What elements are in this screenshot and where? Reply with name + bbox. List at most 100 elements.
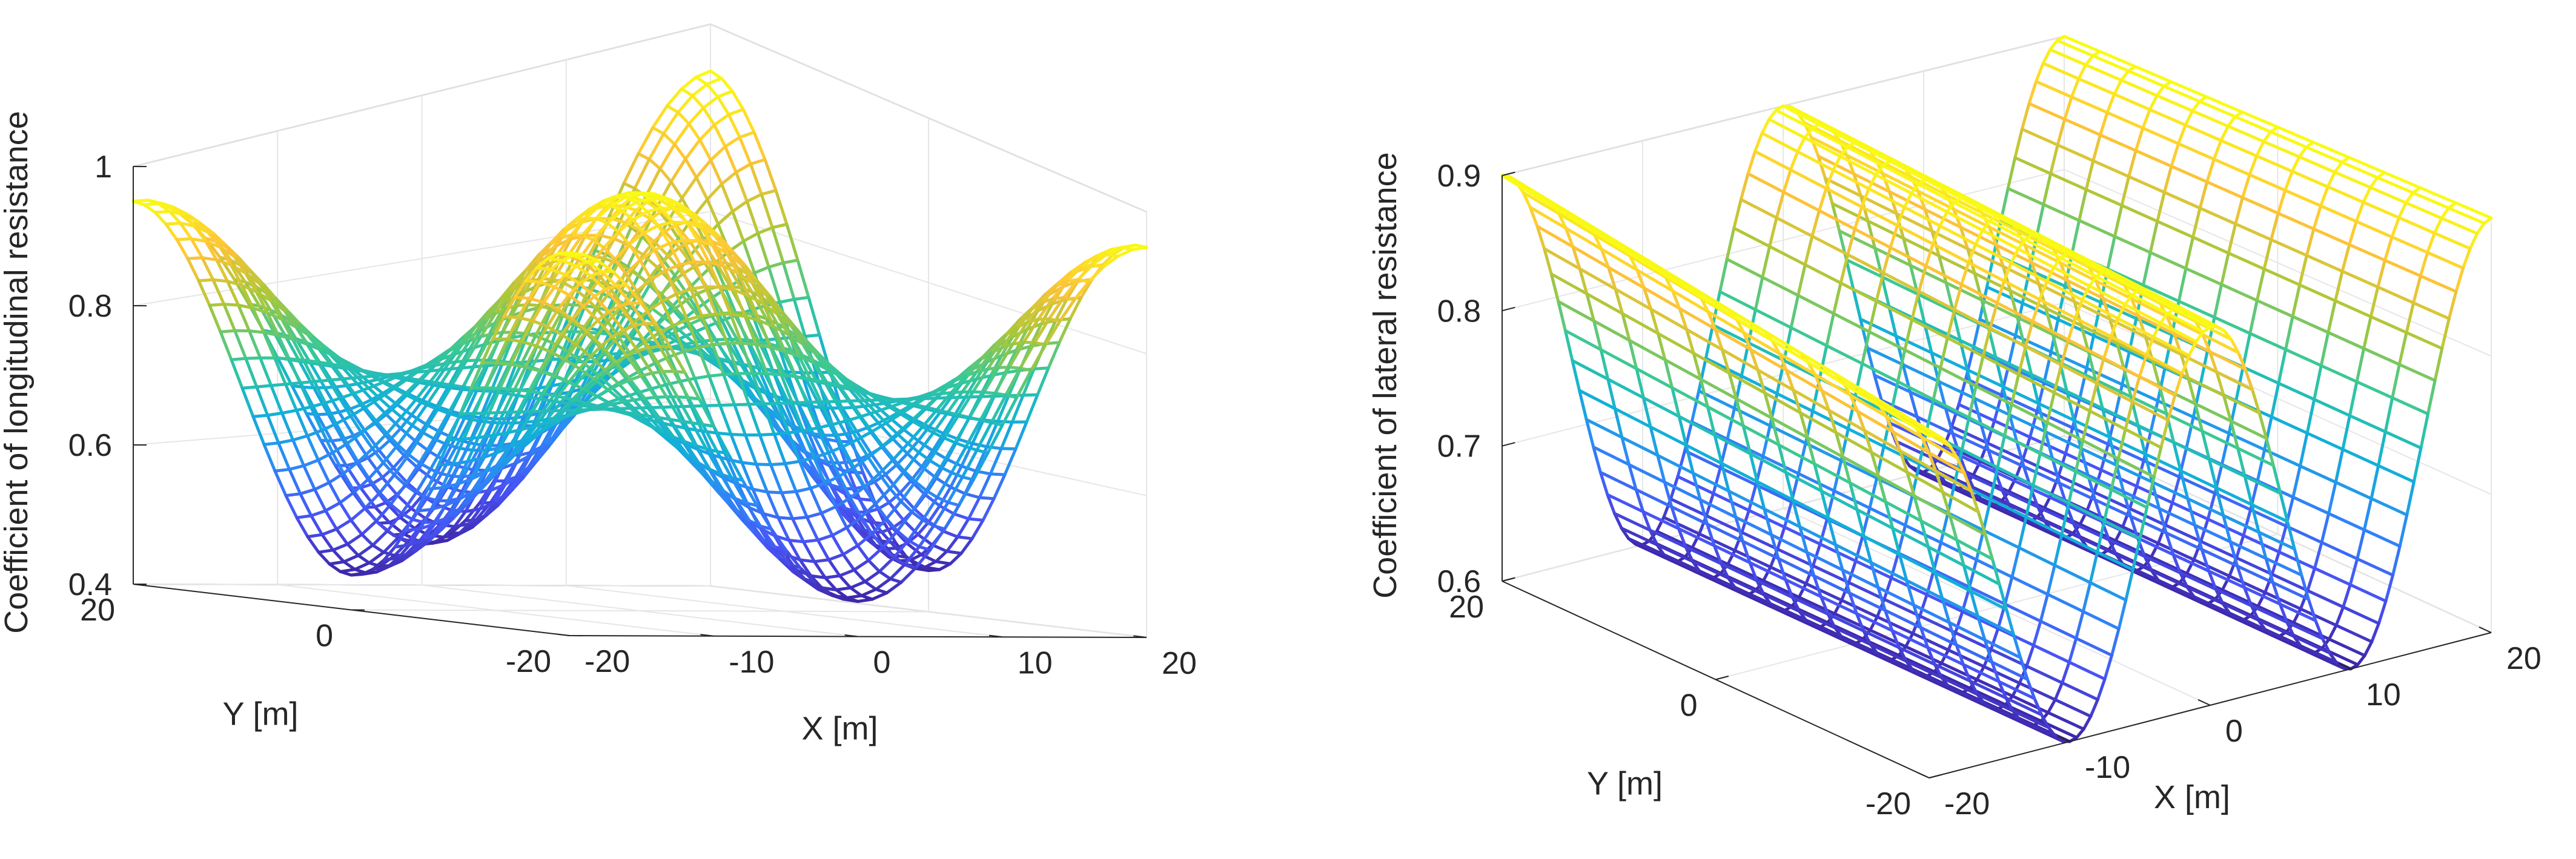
surface-mesh-segment [1889, 223, 1899, 249]
surface-mesh-segment [848, 399, 863, 418]
surface-mesh-segment [918, 545, 932, 551]
surface-mesh-segment [2115, 341, 2126, 371]
surface-mesh-segment [943, 504, 961, 531]
surface-mesh-segment [277, 441, 291, 471]
surface-mesh-segment [935, 476, 952, 489]
surface-mesh-segment [2155, 94, 2194, 113]
surface-mesh-segment [622, 152, 640, 185]
surface-mesh-segment [1692, 352, 1703, 381]
surface-mesh-segment [1698, 498, 1738, 519]
surface-mesh-segment [2038, 280, 2048, 301]
surface-mesh-segment [921, 425, 935, 435]
surface-mesh-segment [1958, 453, 1997, 474]
surface-mesh-segment [709, 145, 727, 162]
surface-mesh-segment [678, 263, 693, 291]
surface-mesh-segment [363, 397, 382, 409]
surface-mesh-segment [418, 461, 432, 471]
surface-mesh-segment [1967, 243, 1978, 265]
surface-mesh-segment [2088, 275, 2098, 288]
surface-mesh-segment [1909, 390, 1919, 419]
surface-mesh-segment [903, 545, 921, 566]
surface-mesh-segment [592, 377, 611, 392]
surface-mesh-segment [492, 482, 507, 504]
surface-mesh-segment [740, 341, 754, 375]
surface-mesh-segment [403, 461, 422, 487]
surface-mesh-segment [2016, 247, 2056, 269]
surface-mesh-segment [2136, 424, 2147, 456]
surface-mesh-segment [2141, 108, 2151, 130]
surface-mesh-segment [603, 288, 621, 308]
surface-mesh-segment [1866, 346, 1905, 366]
surface-mesh-segment [2002, 215, 2041, 237]
surface-mesh-segment [273, 469, 288, 498]
surface-mesh-segment [706, 197, 720, 226]
surface-mesh-segment [2327, 637, 2366, 657]
surface-mesh-segment [2035, 80, 2073, 99]
surface-mesh-segment [878, 556, 896, 573]
surface-mesh-segment [222, 303, 240, 307]
surface-mesh-segment [611, 328, 625, 338]
surface-mesh-segment [575, 265, 592, 278]
surface-mesh-segment [730, 90, 745, 111]
surface-mesh-segment [2051, 333, 2090, 354]
y-tick-label: -20 [506, 644, 551, 679]
surface-mesh-segment [1894, 334, 1933, 355]
surface-mesh-segment [2262, 130, 2273, 143]
surface-mesh-segment [542, 301, 560, 311]
surface-mesh-segment [1606, 493, 1617, 515]
surface-mesh-segment [1968, 558, 1978, 589]
surface-mesh-segment [2432, 231, 2472, 251]
surface-mesh-segment [1944, 481, 1982, 501]
surface-mesh-segment [2333, 160, 2343, 174]
surface-mesh-segment [762, 512, 780, 519]
surface-mesh-segment [700, 314, 715, 346]
surface-mesh-segment [1902, 205, 1942, 228]
surface-mesh-segment [1818, 186, 1828, 212]
surface-mesh-segment [490, 307, 508, 336]
surface-mesh-segment [721, 265, 740, 275]
surface-mesh-segment [425, 381, 443, 407]
surface-mesh-segment [720, 76, 734, 93]
surface-mesh-segment [2119, 79, 2159, 97]
surface-mesh-segment [1720, 348, 1731, 375]
surface-mesh-segment [611, 269, 629, 288]
surface-mesh-segment [1033, 341, 1047, 347]
surface-mesh-segment [251, 415, 266, 446]
surface-mesh-segment [558, 220, 577, 240]
surface-mesh-segment [317, 550, 331, 566]
surface-mesh-segment [404, 509, 419, 532]
surface-mesh-segment [881, 432, 899, 448]
grid-line [710, 585, 1147, 638]
surface-mesh-segment [2172, 441, 2182, 473]
surface-mesh-segment [367, 476, 382, 495]
surface-mesh-segment [1741, 539, 1780, 561]
surface-mesh-segment [2298, 283, 2337, 303]
surface-mesh-segment [533, 243, 551, 265]
surface-mesh-segment [2127, 175, 2166, 194]
surface-mesh-segment [835, 586, 852, 591]
surface-mesh-segment [2036, 505, 2047, 523]
surface-mesh-segment [414, 380, 432, 401]
surface-mesh-segment [1869, 615, 1879, 632]
surface-mesh-segment [812, 451, 830, 459]
surface-mesh-segment [581, 307, 598, 331]
surface-mesh-segment [1641, 510, 1652, 532]
surface-mesh-segment [1706, 405, 1717, 437]
surface-mesh-segment [480, 452, 498, 460]
surface-mesh-segment [816, 533, 834, 542]
surface-mesh-segment [1832, 154, 1842, 172]
surface-mesh-segment [696, 239, 714, 247]
surface-mesh-segment [586, 260, 603, 274]
surface-mesh-segment [2334, 481, 2373, 501]
surface-mesh-segment [769, 346, 783, 377]
surface-mesh-segment [1803, 127, 1813, 140]
surface-mesh-segment [453, 510, 467, 528]
surface-mesh-segment [1564, 226, 1575, 249]
surface-mesh-segment [724, 287, 738, 317]
surface-mesh-segment [2142, 283, 2180, 303]
surface-mesh-segment [2433, 347, 2444, 382]
surface-mesh-segment [2305, 398, 2316, 435]
surface-mesh-segment [513, 365, 527, 391]
surface-mesh-segment [2305, 254, 2344, 273]
surface-mesh-segment [609, 204, 624, 212]
